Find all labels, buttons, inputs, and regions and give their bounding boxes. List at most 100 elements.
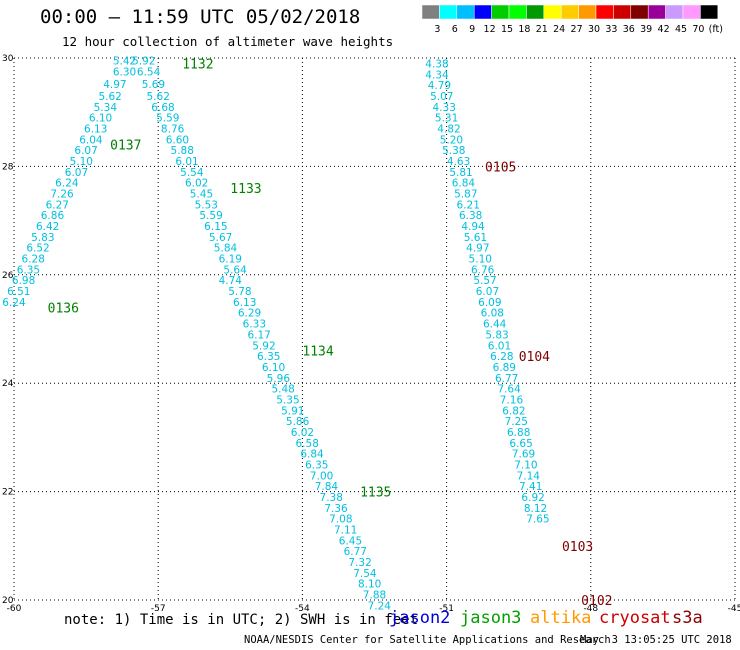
track-jason3-b: 5.926.545.695.626.685.598.766.605.886.01…: [132, 56, 396, 612]
lat-tick-label: 30: [2, 54, 14, 64]
colorbar-label: 30: [588, 24, 600, 35]
wave-height-value: 6.86: [41, 210, 65, 222]
wave-height-value: 7.88: [363, 590, 386, 602]
wave-height-value: 4.97: [466, 243, 489, 255]
wave-height-value: 5.86: [286, 416, 310, 428]
wave-height-value: 6.60: [166, 134, 189, 146]
wave-height-value: 6.38: [459, 210, 482, 222]
legend-cryosat: cryosat: [599, 608, 671, 628]
wave-height-value: 6.52: [26, 243, 49, 255]
wave-height-value: 6.08: [481, 308, 504, 320]
wave-height-value: 6.42: [36, 221, 59, 233]
pass-time-label: 1133: [230, 182, 261, 197]
wave-height-value: 7.24: [368, 600, 392, 612]
wave-height-value: 8.12: [524, 503, 547, 515]
wave-height-value: 5.62: [147, 91, 170, 103]
legend-altika: altika: [530, 608, 592, 628]
legend-jason2: jason2: [389, 608, 451, 628]
wave-height-value: 7.54: [353, 568, 377, 580]
wave-height-value: 7.69: [512, 449, 535, 461]
wave-height-value: 6.76: [471, 264, 495, 276]
colorbar-label: 70: [692, 24, 704, 35]
wave-height-value: 5.07: [430, 91, 453, 103]
wave-height-value: 5.92: [132, 56, 155, 68]
wave-height-value: 6.58: [296, 438, 319, 450]
footnote: note: 1) Time is in UTC; 2) SWH is in fe…: [64, 612, 419, 628]
lat-tick-label: 26: [2, 271, 14, 281]
wave-height-value: 6.54: [137, 67, 161, 79]
wave-height-value: 6.65: [509, 438, 532, 450]
wave-height-value: 6.77: [344, 546, 367, 558]
wave-height-value: 6.09: [478, 297, 501, 309]
wave-height-value: 6.84: [300, 449, 324, 461]
colorbar-label: (ft): [709, 24, 723, 35]
wave-height-value: 4.97: [103, 79, 126, 91]
wave-height-value: 5.88: [171, 145, 194, 157]
colorbar-label: 39: [640, 24, 652, 35]
wave-height-value: 8.76: [161, 123, 185, 135]
wave-height-value: 4.63: [447, 156, 470, 168]
wave-height-value: 5.35: [276, 394, 299, 406]
wave-height-value: 5.62: [98, 91, 121, 103]
wave-height-value: 4.34: [425, 69, 449, 81]
wave-height-value: 5.92: [252, 340, 275, 352]
lat-tick-label: 20: [2, 596, 14, 606]
lon-tick-label: -57: [151, 604, 166, 612]
generated-timestamp: May 3 13:05:25 UTC 2018: [580, 634, 732, 646]
wave-height-value: 4.38: [425, 58, 448, 70]
wave-height-value: 5.57: [473, 275, 496, 287]
wave-height-value: 7.64: [497, 384, 521, 396]
wave-height-value: 6.01: [488, 340, 511, 352]
colorbar-label: 42: [658, 24, 670, 35]
wave-height-value: 6.02: [291, 427, 314, 439]
wave-height-value: 7.65: [526, 514, 549, 526]
wave-height-value: 6.07: [74, 145, 97, 157]
wave-height-value: 6.84: [452, 178, 476, 190]
wave-height-value: 6.24: [2, 297, 26, 309]
wave-height-value: 6.29: [238, 308, 261, 320]
wave-height-value: 5.34: [94, 102, 118, 114]
lat-tick-label: 24: [2, 379, 14, 389]
wave-height-value: 5.31: [435, 113, 458, 125]
wave-height-value: 5.67: [209, 232, 232, 244]
wave-height-value: 5.61: [464, 232, 487, 244]
track-jason3-c: 4.384.344.795.074.335.314.825.205.384.63…: [425, 58, 549, 525]
colorbar-label: 18: [518, 24, 530, 35]
colorbar-label: 36: [623, 24, 635, 35]
wave-height-value: 4.79: [428, 80, 451, 92]
wave-height-value: 6.28: [22, 254, 45, 266]
wave-height-value: 6.30: [113, 67, 136, 79]
wave-height-value: 6.15: [204, 221, 227, 233]
wave-height-value: 7.41: [519, 481, 542, 493]
wave-height-value: 6.82: [502, 405, 525, 417]
wave-height-value: 5.83: [485, 329, 508, 341]
colorbar-label: 24: [553, 24, 565, 35]
wave-height-value: 5.38: [442, 145, 465, 157]
lat-tick-label: 22: [2, 488, 13, 498]
lon-tick-label: -60: [7, 604, 22, 612]
colorbar-label: 45: [675, 24, 687, 35]
wave-height-value: 6.02: [185, 178, 208, 190]
grid: [13, 57, 736, 601]
wave-height-value: 6.04: [79, 134, 103, 146]
wave-height-value: 5.91: [281, 405, 304, 417]
map-subtitle: 12 hour collection of altimeter wave hei…: [62, 34, 394, 49]
lat-tick-label: 28: [2, 162, 14, 172]
pass-time-label: 0137: [110, 139, 141, 154]
wave-height-value: 6.35: [257, 351, 280, 363]
colorbar-label: 33: [605, 24, 617, 35]
colorbar-swatch: [700, 5, 719, 20]
wave-height-value: 6.35: [17, 264, 40, 276]
wave-height-value: 8.10: [358, 579, 381, 591]
lon-tick-label: -45: [728, 604, 740, 612]
lon-tick-label: -48: [583, 604, 598, 612]
wave-height-value: 6.01: [175, 156, 198, 168]
wave-height-value: 5.48: [271, 384, 294, 396]
wave-height-value: 6.35: [305, 460, 328, 472]
wave-height-value: 5.42: [113, 56, 136, 68]
wave-height-value: 6.27: [46, 199, 69, 211]
wave-height-value: 7.84: [315, 481, 339, 493]
colorbar-label: 12: [484, 24, 496, 35]
wave-height-value: 5.10: [469, 254, 492, 266]
wave-height-value: 5.81: [449, 167, 472, 179]
